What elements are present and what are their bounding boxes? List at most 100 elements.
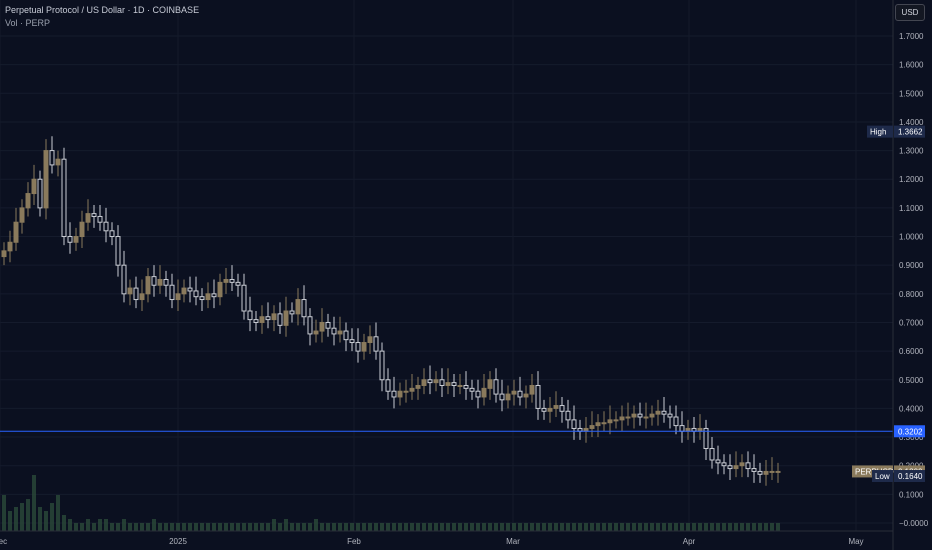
volume-bar <box>368 523 372 531</box>
candle-body <box>433 379 439 384</box>
candle-body <box>775 470 781 473</box>
candle-body <box>55 158 61 166</box>
candle-body <box>331 327 337 335</box>
x-axis[interactable]: Dec 2025 Feb Mar Apr May <box>0 530 893 546</box>
volume-bar <box>452 523 456 531</box>
candle-body <box>19 207 25 223</box>
volume-bar <box>320 523 324 531</box>
volume-bar <box>626 523 630 531</box>
volume-bar <box>590 523 594 531</box>
candle-body <box>241 284 247 312</box>
candle-body <box>403 390 409 393</box>
candle-body <box>1 250 7 258</box>
volume-bar <box>704 523 708 531</box>
candle-body <box>319 321 325 332</box>
candle-body <box>271 313 277 321</box>
candle-body <box>661 410 667 415</box>
volume-bar <box>776 523 780 531</box>
volume-bar <box>134 523 138 531</box>
candle-body <box>13 221 19 243</box>
high-badge-label: High <box>870 128 886 137</box>
volume-bar <box>638 523 642 531</box>
volume-bar <box>56 495 60 531</box>
candle-body <box>763 470 769 475</box>
volume-bar <box>404 523 408 531</box>
volume-bars <box>2 475 780 531</box>
candle-body <box>559 405 565 412</box>
volume-bar <box>158 523 162 531</box>
low-badge-value-box <box>894 470 925 483</box>
candle-body <box>43 150 49 209</box>
candle-body <box>67 236 73 243</box>
volume-bar <box>296 523 300 531</box>
volume-bar <box>62 515 66 531</box>
candle-body <box>601 422 607 425</box>
x-tick-label: 2025 <box>169 537 187 546</box>
candle-body <box>157 279 163 286</box>
volume-bar <box>392 523 396 531</box>
volume-bar <box>746 523 750 531</box>
volume-bar <box>44 511 48 531</box>
x-tick-label: May <box>848 537 863 546</box>
y-tick-label: 0.1000 <box>899 490 924 499</box>
chart-title: Perpetual Protocol / US Dollar · 1D · CO… <box>5 5 200 15</box>
low-badge-label: Low <box>875 472 890 481</box>
volume-bar <box>8 511 12 531</box>
candle-body <box>307 316 313 335</box>
volume-indicator-label: Vol · PERP <box>5 18 51 28</box>
volume-bar <box>236 523 240 531</box>
y-tick-label: 1.4000 <box>899 118 924 127</box>
volume-bar <box>686 523 690 531</box>
candle-body <box>133 287 139 301</box>
volume-bar <box>656 523 660 531</box>
volume-bar <box>230 523 234 531</box>
y-tick-label: 0.4000 <box>899 404 924 413</box>
candle-body <box>529 384 535 395</box>
candle-body <box>415 384 421 389</box>
y-tick-label: 0.5000 <box>899 376 924 385</box>
volume-bar <box>344 523 348 531</box>
candle-body <box>91 213 97 217</box>
volume-bar <box>662 523 666 531</box>
candle-body <box>715 459 721 464</box>
volume-bar <box>608 523 612 531</box>
volume-bar <box>416 523 420 531</box>
high-badge-value: 1.3662 <box>898 128 923 137</box>
candle-body <box>757 470 763 475</box>
volume-bar <box>116 523 120 531</box>
candle-body <box>121 264 127 295</box>
volume-bar <box>734 523 738 531</box>
volume-bar <box>428 523 432 531</box>
volume-bar <box>200 523 204 531</box>
volume-bar <box>350 523 354 531</box>
candle-body <box>187 287 193 292</box>
low-badge-label-box <box>872 470 893 483</box>
candle-body <box>373 336 379 352</box>
volume-bar <box>80 523 84 531</box>
currency-button[interactable]: USD <box>895 4 925 21</box>
candle-body <box>607 419 613 424</box>
volume-bar <box>92 523 96 531</box>
candle-body <box>73 236 79 243</box>
volume-bar <box>170 523 174 531</box>
candle-body <box>409 387 415 392</box>
volume-bar <box>206 523 210 531</box>
candle-body <box>301 299 307 318</box>
volume-bar <box>758 523 762 531</box>
high-badge-value-box <box>894 125 925 138</box>
candle-body <box>97 215 103 223</box>
volume-bar <box>476 523 480 531</box>
volume-bar <box>680 523 684 531</box>
volume-bar <box>440 523 444 531</box>
volume-bar <box>716 523 720 531</box>
volume-bar <box>266 523 270 531</box>
volume-bar <box>728 523 732 531</box>
volume-bar <box>14 507 18 531</box>
candle-body <box>109 230 115 238</box>
candle-body <box>85 213 91 223</box>
volume-bar <box>710 523 714 531</box>
candle-body <box>103 221 109 232</box>
